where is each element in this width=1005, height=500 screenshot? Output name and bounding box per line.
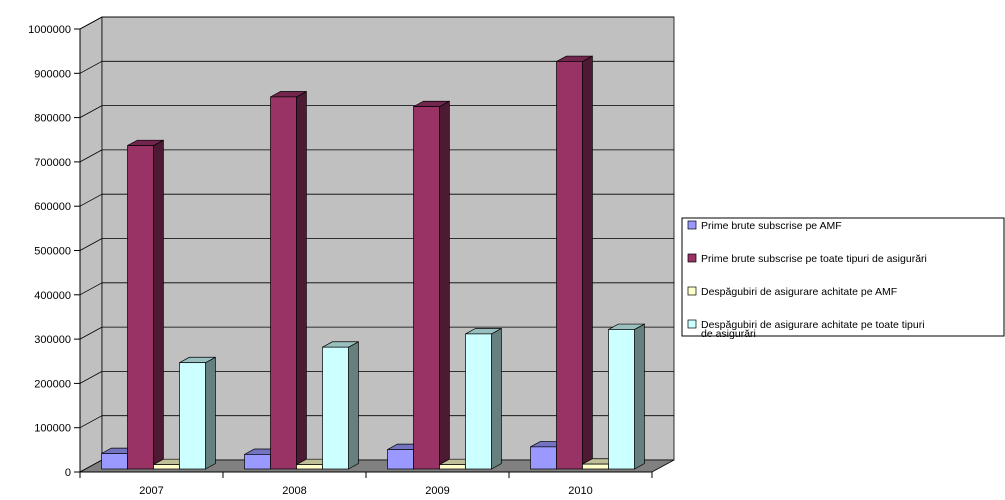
bar-2009-s4 [465,327,502,470]
bar-2010-s2 [556,55,593,470]
legend-entry-4: Despăgubiri de asigurare achitate pe toa… [687,319,925,340]
x-tick-label: 2010 [568,485,592,497]
y-tick-label: 500000 [34,246,71,258]
x-axis: 2007 2008 2009 2010 [79,471,653,497]
gridline-side [79,371,103,384]
bar-2007-s4 [179,356,216,470]
gridline-side [79,326,103,340]
legend-box [681,217,1005,337]
y-tick-label: 300000 [34,334,71,346]
gridline-side [79,105,103,118]
gridline-side [79,238,103,251]
y-axis: 0 100000 200000 300000 400000 500000 600000 700… [28,24,81,479]
legend-label: Despăgubiri de asigurare achitate pe toa… [701,319,925,340]
y-tick-label: 400000 [34,290,71,302]
bar-2007-s2 [127,139,164,470]
y-tick-label: 800000 [34,113,71,125]
gridline-side [79,193,103,207]
legend-swatch [687,319,697,329]
y-tick-label: 200000 [34,378,71,390]
bar-2008-s2 [270,90,307,470]
legend-entry-3: Despăgubiri de asigurare achitate pe AMF [687,286,897,298]
legend: Prime brute subscrise pe AMF Prime brute … [681,217,1005,340]
x-tick-label: 2008 [282,485,306,497]
gridline-side [79,282,103,296]
bar-2009-s2 [413,100,450,470]
bar-2008-s4 [322,341,359,470]
legend-label: Prime brute subscrise pe toate tipuri de… [701,253,927,265]
legend-label: Despăgubiri de asigurare achitate pe AMF [701,286,897,298]
gridline-side [79,149,103,163]
y-tick-label: 0 [65,467,71,479]
x-tick-label: 2009 [425,485,449,497]
y-tick-label: 600000 [34,201,71,213]
legend-swatch [687,220,697,230]
y-tick-label: 100000 [34,423,71,435]
legend-entry-2: Prime brute subscrise pe toate tipuri de… [687,253,927,265]
y-tick-label: 1000000 [28,24,71,36]
legend-label: Prime brute subscrise pe AMF [701,220,842,232]
gridline-side [79,415,103,429]
legend-swatch [687,286,697,296]
bars [101,55,645,470]
y-tick-label: 700000 [34,157,71,169]
x-tick-label: 2007 [139,485,163,497]
legend-swatch [687,253,697,263]
gridline-side [79,60,103,74]
bar-2010-s4 [608,323,645,470]
y-tick-label: 900000 [34,68,71,80]
legend-entry-1: Prime brute subscrise pe AMF [687,220,842,232]
gridline-side [79,16,103,30]
